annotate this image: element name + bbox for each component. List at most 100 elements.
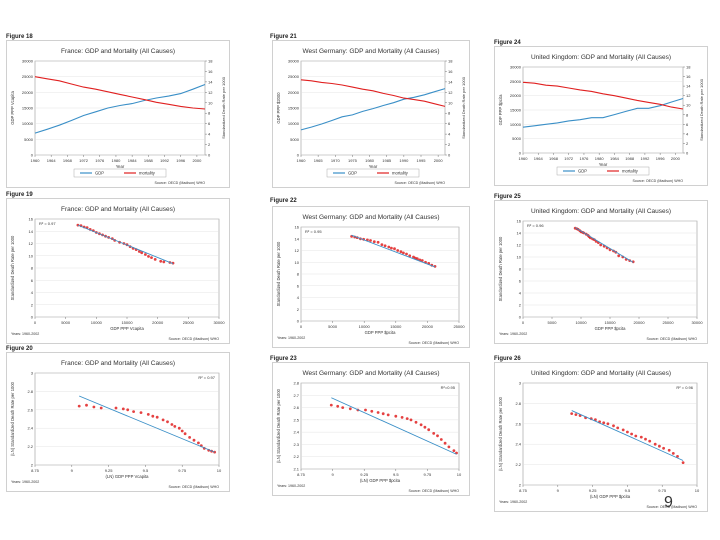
r2-label: R² = 0.95 [305, 229, 322, 234]
data-point [159, 259, 163, 263]
y-tick-label: 5000 [24, 137, 34, 142]
x-tick-label: 10000 [91, 320, 103, 325]
y-tick-label: 25000 [510, 79, 522, 84]
legend-label: mortality [622, 169, 639, 174]
y2-tick-label: 0 [208, 153, 211, 158]
y-axis-label: Standardized Death Rate per 1000 [498, 236, 503, 301]
x-tick-label: 1992 [640, 156, 650, 161]
years-note: Years: 1960-2002 [11, 332, 39, 336]
chart-svg: West Germany: GDP and Mortality (All Cau… [276, 48, 466, 185]
x-tick-label: 9.75 [178, 468, 187, 473]
data-point [648, 439, 652, 443]
y-tick-label: 2 [519, 483, 522, 488]
x-tick-label: 1988 [625, 156, 635, 161]
plot-frame [34, 372, 220, 466]
x-axis-label: GDP PPP $pcita [365, 330, 396, 335]
data-point [170, 423, 174, 426]
y-axis-label: Standardized Death Rate per 1000 [10, 235, 15, 300]
legend-label: GDP [348, 171, 357, 176]
x-tick-label: 1964 [47, 158, 57, 163]
series-line-mortality [34, 76, 206, 110]
data-point [405, 417, 409, 420]
data-point [574, 413, 578, 416]
y2-axis-label: Standardized Death Rate per 1000 [699, 78, 704, 141]
y-tick-label: 20000 [22, 90, 34, 95]
y-tick-label: 6 [297, 283, 300, 288]
figure-label: Figure 25 [494, 194, 521, 200]
y-tick-label: 2 [297, 307, 300, 312]
years-note: Years: 1960-2002 [499, 500, 527, 504]
y-tick-label: 6 [31, 278, 34, 283]
x-tick-label: 15000 [604, 320, 616, 325]
source-note: Source: OECD (Madison) WHO [408, 341, 459, 345]
series-line-mortality [300, 79, 446, 107]
x-tick-label: 1968 [549, 156, 559, 161]
chart-panel: United Kingdom: GDP and Mortality (All C… [494, 362, 708, 512]
legend-box [73, 168, 167, 178]
data-point [681, 461, 685, 464]
years-note: Years: 1960-2002 [277, 336, 305, 340]
data-point [621, 428, 625, 432]
chart-svg: West Germany: GDP and Mortality (All Cau… [276, 370, 462, 493]
legend-label: GDP [578, 169, 587, 174]
data-point [121, 407, 125, 411]
data-point [132, 410, 135, 413]
data-point [162, 260, 166, 264]
y-tick-label: 8 [519, 267, 522, 272]
x-tick-label: 1976 [95, 158, 105, 163]
y-tick-label: 12 [295, 248, 300, 253]
data-point [602, 421, 606, 425]
r2-label: R² = 0.97 [39, 221, 56, 226]
y2-tick-label: 12 [686, 93, 691, 98]
y2-tick-label: 18 [686, 65, 691, 70]
data-point [443, 441, 447, 445]
x-tick-label: 1980 [365, 158, 375, 163]
y-tick-label: 2.1 [293, 467, 299, 472]
y-tick-label: 10 [29, 253, 34, 258]
y2-axis-label: Standardized Death Rate per 1000 [221, 76, 226, 139]
x-tick-label: 25000 [453, 324, 465, 329]
x-tick-label: 30000 [691, 320, 703, 325]
x-tick-label: 1960 [297, 158, 307, 163]
data-point [386, 413, 390, 417]
x-tick-label: 15000 [390, 324, 402, 329]
chart-panel: France: GDP and Mortality (All Causes) 0 2… [6, 198, 230, 344]
data-point [402, 251, 405, 255]
data-point [427, 428, 431, 432]
y-tick-label: 8 [297, 272, 300, 277]
y2-tick-label: 8 [686, 112, 689, 117]
y-tick-label: 2.2 [293, 454, 299, 459]
y2-tick-label: 16 [208, 69, 213, 74]
data-point [144, 253, 147, 256]
y-tick-label: 15000 [510, 108, 522, 113]
y-tick-label: 12 [29, 241, 34, 246]
y-tick-label: 2.6 [293, 405, 299, 410]
chart-panel: West Germany: GDP and Mortality (All Cau… [272, 206, 470, 348]
x-tick-label: 10 [217, 468, 222, 473]
legend-box [326, 168, 420, 178]
y-axis-label: (LN) Standardized Death Rate per 1000 [498, 396, 503, 471]
x-tick-label: 1996 [656, 156, 666, 161]
y2-tick-label: 6 [686, 122, 689, 127]
plot-frame [300, 382, 460, 470]
x-tick-label: 1990 [399, 158, 409, 163]
chart-title: France: GDP and Mortality (All Causes) [61, 48, 175, 55]
y2-tick-label: 12 [208, 90, 213, 95]
r2-label: R² = 0.96 [676, 385, 693, 390]
y2-tick-label: 2 [686, 141, 689, 146]
x-tick-label: 1976 [579, 156, 589, 161]
x-axis-label: Year [116, 164, 125, 169]
chart-title: France: GDP and Mortality (All Causes) [61, 360, 175, 367]
x-tick-label: 10000 [359, 324, 371, 329]
x-tick-label: 8.75 [297, 472, 306, 477]
legend-label: GDP [95, 171, 104, 176]
y-tick-label: 10 [295, 260, 300, 265]
x-tick-label: 5000 [61, 320, 71, 325]
data-point [626, 430, 629, 434]
x-tick-label: 1984 [610, 156, 620, 161]
data-point [364, 408, 367, 412]
y-tick-label: 2.8 [515, 401, 521, 406]
data-point [387, 245, 391, 249]
y-tick-label: 8 [31, 266, 34, 271]
x-tick-label: 9.25 [105, 468, 114, 473]
